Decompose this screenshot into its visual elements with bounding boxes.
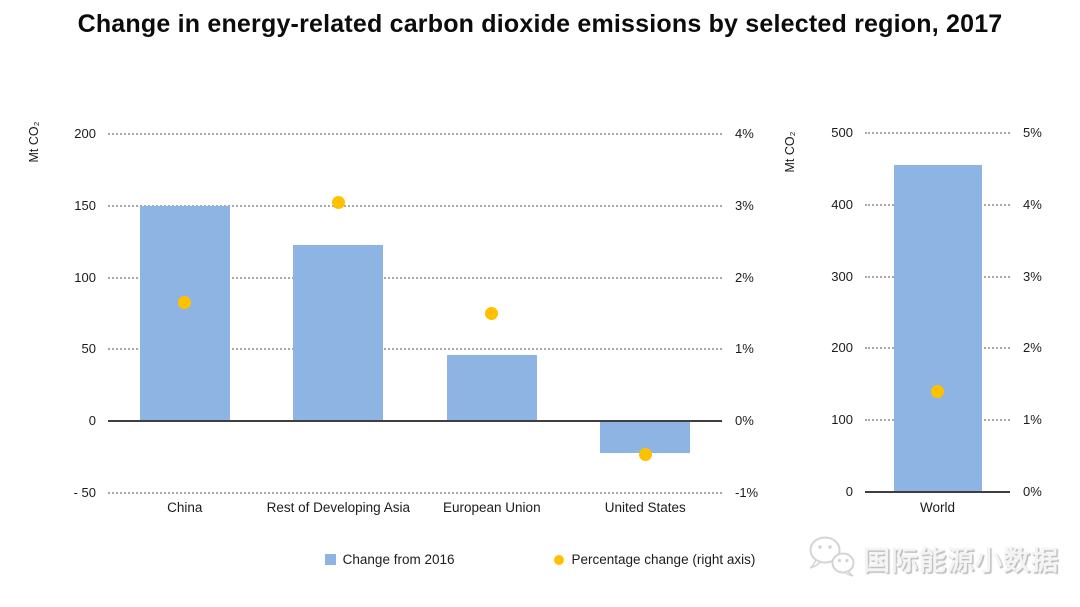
right-axis-tick-3-: 3% (735, 197, 754, 213)
y-axis-label-emissions-change-world: Mt CO₂ (783, 131, 797, 173)
zero-axis-line (865, 491, 1010, 493)
bar-world (893, 165, 982, 492)
right-axis-tick-2-: 2% (735, 269, 754, 285)
right-axis-tick-1-: 1% (1023, 412, 1042, 428)
percentage-dot-world (931, 385, 944, 398)
left-axis-tick-100: 100 (74, 269, 96, 285)
zero-axis-line (108, 420, 722, 423)
left-axis-tick-300: 300 (831, 268, 853, 284)
category-label-united-states: United States (604, 500, 686, 515)
right-axis-tick-1-: 1% (735, 341, 754, 357)
percentage-dot-european-union (485, 307, 499, 320)
category-label-european-union: European Union (443, 500, 541, 515)
right-axis-tick-4-: 4% (1023, 196, 1042, 212)
bar-series-swatch (324, 554, 336, 565)
bar-european-union (446, 355, 537, 422)
right-axis-tick--1-: -1% (735, 485, 759, 500)
wechat-icon (809, 536, 855, 577)
chart-legend: Change from 2016 Percentage change (righ… (0, 552, 1080, 567)
left-axis-tick-200: 200 (74, 126, 96, 141)
gridline--50 (108, 492, 722, 494)
bar-china (139, 205, 230, 422)
right-axis-tick-2-: 2% (1023, 340, 1042, 356)
left-axis-tick-150: 150 (74, 197, 96, 213)
gridline-200 (108, 133, 722, 135)
dot-series-swatch (554, 554, 565, 565)
watermark-text: 国际能源小数据 (863, 545, 1059, 576)
category-label-rest-of-developing-asia: Rest of Developing Asia (266, 500, 410, 515)
gridline-500 (865, 132, 1010, 134)
category-label-world: World (919, 500, 955, 515)
left-axis-tick-500: 500 (831, 125, 853, 140)
right-axis-tick-3-: 3% (1023, 268, 1042, 284)
category-label-china: China (167, 500, 203, 515)
right-axis-tick-4-: 4% (735, 126, 754, 141)
percentage-dot-united-states (638, 448, 652, 462)
gridline-100 (108, 276, 722, 279)
legend-item-change-from-2016: Change from 2016 (324, 552, 455, 567)
bar-united-states (600, 421, 691, 453)
legend-item-percentage-change: Percentage change (right axis) (554, 552, 755, 567)
watermark: 国际能源小数据 (806, 534, 1059, 582)
left-axis-tick-50: 50 (81, 341, 96, 357)
left-axis-tick-400: 400 (831, 196, 853, 212)
right-axis-tick-0-: 0% (735, 413, 754, 429)
bar-rest-of-developing-asia (293, 244, 384, 422)
percentage-dot-china (178, 296, 192, 310)
percentage-dot-rest-of-developing-asia (331, 195, 345, 209)
left-axis-tick-200: 200 (831, 340, 853, 356)
left-axis-tick--50: - 50 (73, 485, 96, 500)
chart-title: Change in energy-related carbon dioxide … (77, 10, 1003, 38)
left-axis-tick-100: 100 (831, 412, 853, 428)
gridline-150 (108, 204, 722, 207)
left-axis-tick-0: 0 (88, 413, 96, 429)
gridline-50 (108, 348, 722, 351)
left-axis-tick-0: 0 (845, 484, 853, 499)
right-axis-tick-0-: 0% (1023, 484, 1042, 499)
right-axis-tick-5-: 5% (1023, 125, 1042, 140)
legend-label-change-from-2016: Change from 2016 (342, 552, 455, 567)
legend-label-percentage-change: Percentage change (right axis) (571, 552, 756, 567)
